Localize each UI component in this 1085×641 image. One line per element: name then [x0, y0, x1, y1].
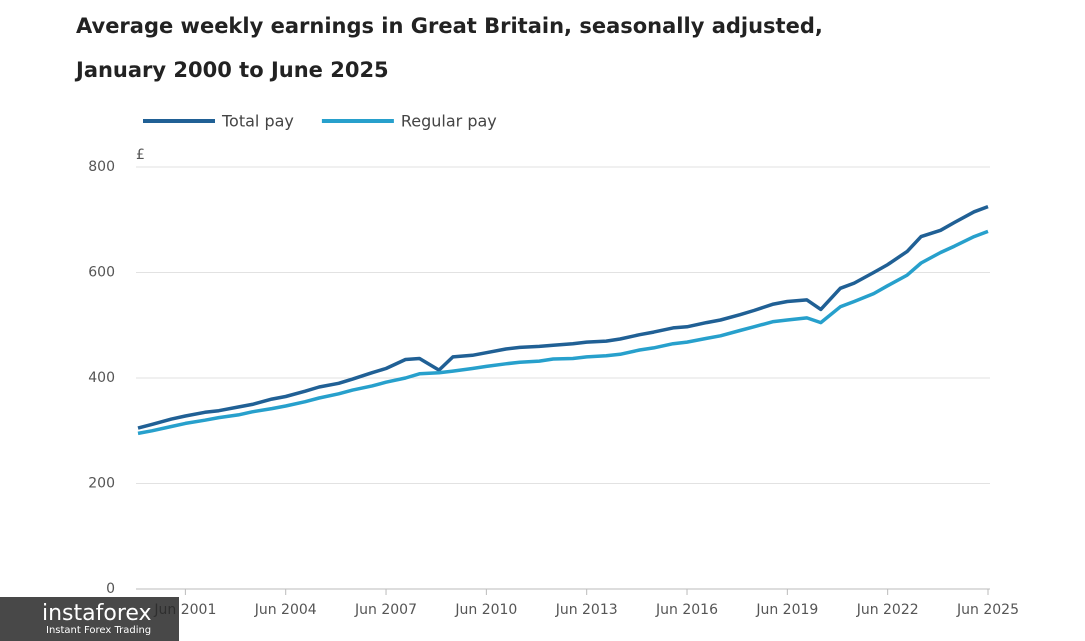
legend-label: Regular pay [401, 112, 497, 131]
x-tick-label: Jun 2019 [755, 602, 818, 618]
y-tick-label: 800 [88, 159, 115, 175]
x-tick-label: Jun 2010 [454, 602, 517, 618]
line-series [137, 229, 989, 436]
watermark: instaforex Instant Forex Trading [0, 597, 179, 641]
line-series [137, 204, 989, 430]
x-tick-label: Jun 2013 [555, 602, 618, 618]
chart-title: Average weekly earnings in Great Britain… [76, 14, 823, 82]
x-tick-label: Jun 2022 [856, 602, 919, 618]
x-tick-label: Jun 2025 [956, 602, 1019, 618]
y-tick-label: 400 [88, 370, 115, 386]
x-tick-label: Jun 2007 [354, 602, 417, 618]
y-tick-label: 600 [88, 265, 115, 281]
legend-label: Total pay [221, 112, 294, 131]
y-unit: £ [136, 147, 145, 163]
watermark-brand: instaforex [42, 601, 152, 626]
x-tick-label: Jun 2004 [254, 602, 317, 618]
x-tick-label: Jun 2016 [655, 602, 718, 618]
y-tick-label: 0 [106, 581, 115, 597]
watermark-tagline: Instant Forex Trading [46, 625, 152, 636]
y-tick-label: 200 [88, 476, 115, 492]
